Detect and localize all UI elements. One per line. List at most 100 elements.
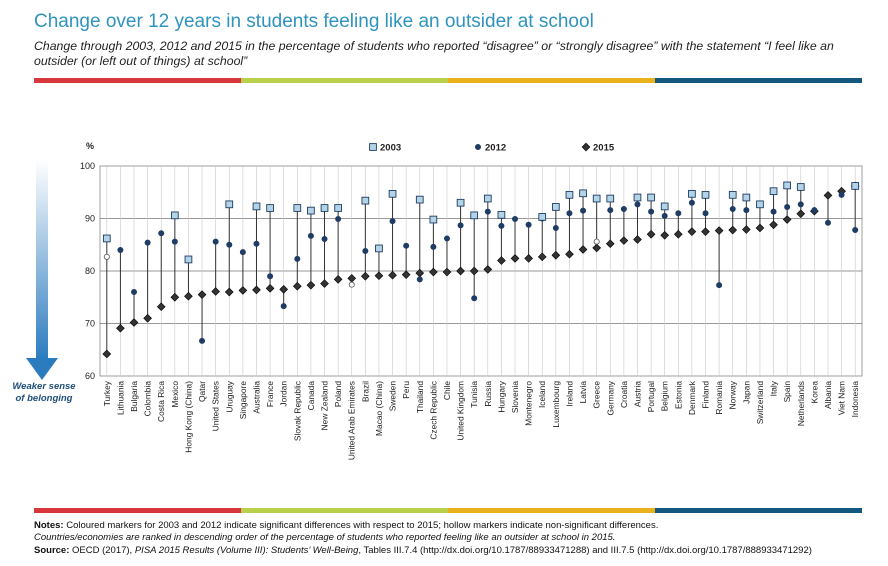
- color-bar-segment-red: [34, 508, 241, 513]
- category-label: Turkey: [102, 380, 112, 406]
- arrow-label-line-2: of belonging: [16, 393, 73, 404]
- data-point-2015: [497, 256, 506, 265]
- data-point-2003: [497, 210, 506, 219]
- data-point-2015: [469, 266, 479, 276]
- category-label: Norway: [728, 380, 738, 409]
- data-point-2003: [851, 182, 860, 190]
- data-point-2015: [143, 313, 152, 323]
- data-point-2012: [457, 222, 464, 229]
- data-point-2012: [824, 219, 831, 226]
- category-label: Iceland: [537, 381, 547, 408]
- arrow-head: [26, 358, 58, 380]
- data-point-2012: [199, 337, 206, 344]
- data-point-2003: [415, 195, 424, 204]
- top-color-bar: [34, 78, 862, 83]
- data-point-2015: [510, 254, 520, 263]
- category-label: Luxembourg: [551, 381, 561, 428]
- data-point-2012: [675, 210, 682, 217]
- data-point-2012: [171, 238, 178, 245]
- data-point-2015: [782, 215, 792, 224]
- data-point-2012: [743, 207, 750, 214]
- data-point-2003: [388, 189, 397, 198]
- data-point-2012: [471, 295, 478, 302]
- data-point-2003: [647, 193, 655, 202]
- data-point-2003: [375, 244, 383, 253]
- data-point-2015: [633, 235, 642, 244]
- data-point-2015: [578, 245, 588, 254]
- data-point-2003: [579, 189, 587, 198]
- data-point-2015: [224, 287, 234, 297]
- data-point-2015: [333, 275, 343, 284]
- data-point-2015: [673, 229, 683, 239]
- data-point-2012: [552, 224, 559, 231]
- category-label: Jordan: [279, 381, 289, 407]
- data-point-2012: [416, 276, 423, 283]
- bottom-color-bar: [34, 508, 862, 513]
- category-label: Italy: [769, 380, 779, 396]
- category-label: Montenegro: [524, 381, 534, 426]
- data-point-2003: [170, 211, 179, 220]
- category-label: Sweden: [388, 381, 398, 412]
- data-point-2015: [714, 226, 724, 235]
- data-point-2012: [226, 241, 233, 248]
- category-label: Viet Nam: [837, 381, 847, 415]
- category-label: Greece: [592, 381, 602, 409]
- data-point-2015: [687, 227, 697, 236]
- notes-label: Notes:: [34, 520, 64, 531]
- category-label: Estonia: [673, 381, 683, 409]
- y-axis-unit-label: %: [86, 141, 94, 151]
- color-bar-segment-yellow: [448, 78, 655, 83]
- data-point-2015: [197, 290, 207, 299]
- data-point-2012: [321, 235, 328, 242]
- data-point-2015: [238, 286, 248, 295]
- data-point-2015: [211, 287, 220, 296]
- category-label: Tunisia: [469, 381, 479, 408]
- data-point-2003: [796, 183, 805, 191]
- data-point-2012: [811, 207, 818, 214]
- color-bar-segment-green: [241, 508, 448, 513]
- data-point-2003: [769, 187, 778, 196]
- category-label: Korea: [809, 381, 819, 404]
- data-point-2015: [156, 302, 166, 312]
- data-point-2012: [702, 210, 709, 217]
- data-point-2003: [483, 194, 492, 203]
- data-point-2003: [633, 193, 642, 202]
- data-point-2015: [170, 292, 180, 302]
- legend-marker-2012: [474, 143, 481, 150]
- data-point-2012: [430, 243, 437, 250]
- category-label: United Arab Emirates: [347, 381, 357, 460]
- category-label: Brazil: [360, 381, 370, 402]
- category-label: Canada: [306, 381, 316, 411]
- data-point-2003: [565, 191, 574, 199]
- data-point-2012: [661, 212, 668, 219]
- data-point-2015: [401, 270, 411, 279]
- data-point-2003: [184, 255, 193, 264]
- data-point-2012: [307, 232, 314, 239]
- category-label: Austria: [632, 381, 642, 407]
- data-markers: [102, 142, 860, 359]
- category-label: Russia: [483, 381, 493, 407]
- data-point-2015: [292, 281, 302, 291]
- source-label: Source:: [34, 544, 70, 556]
- category-label: Bulgaria: [129, 381, 139, 412]
- ranking-note: Countries/economies are ranked in descen…: [34, 532, 874, 544]
- data-point-2003: [701, 191, 710, 199]
- y-axis: 60 70 80 90 100%: [80, 141, 95, 381]
- data-point-2003: [783, 181, 792, 190]
- data-point-2003: [688, 189, 696, 198]
- data-point-2015: [565, 249, 574, 259]
- data-point-2003: [293, 204, 302, 212]
- data-point-2012: [117, 246, 124, 253]
- data-point-2003: [252, 202, 261, 211]
- data-point-2003: [361, 196, 370, 205]
- category-label: France: [265, 381, 275, 407]
- data-point-2015: [823, 191, 833, 200]
- category-label: Netherlands: [796, 381, 806, 426]
- color-bar-segment-red: [34, 78, 241, 83]
- data-point-2003: [456, 198, 465, 207]
- data-point-2012: [784, 203, 791, 210]
- category-label: Spain: [782, 381, 792, 403]
- category-label: Singapore: [238, 381, 248, 420]
- category-label: Hungary: [496, 380, 506, 412]
- data-point-2015: [306, 280, 316, 290]
